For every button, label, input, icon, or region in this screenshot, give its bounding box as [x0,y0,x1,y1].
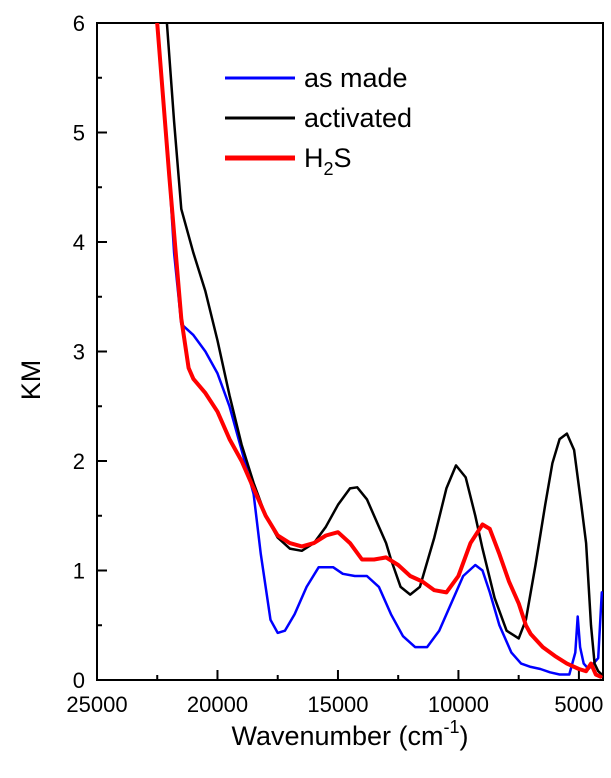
x-tick-label: 25000 [66,692,127,717]
y-tick-label: 4 [73,230,85,255]
x-tick-label: 5000 [554,692,603,717]
legend-label-activated: activated [304,103,412,133]
y-tick-label: 0 [73,668,85,693]
x-tick-label: 10000 [428,692,489,717]
y-tick-label: 3 [73,340,85,365]
y-axis-title: KM [16,360,46,401]
x-axis-title-main: Wavenumber (cm [231,721,443,751]
y-tick-label: 5 [73,121,85,146]
legend-label-h2s-subscript: 2 [324,159,334,179]
legend-label-h2s-tail: S [334,143,352,173]
x-axis-title: Wavenumber (cm-1) [231,717,468,751]
series-line-activated [165,23,603,676]
axis-tick-labels: 0 1 2 3 4 5 6 25000 20000 15000 10000 5000 [66,11,603,717]
x-tick-label: 20000 [187,692,248,717]
series-line-as-made [155,23,603,676]
y-tick-label: 1 [73,559,85,584]
y-tick-label: 2 [73,449,85,474]
legend-label-h2s-main: H [304,143,324,173]
axis-ticks [96,22,580,681]
x-axis-title-superscript: -1 [444,717,460,737]
y-tick-label: 6 [73,11,85,36]
legend-label-h2s: H2S [304,143,352,179]
series-layer [155,23,603,679]
x-tick-label: 15000 [307,692,368,717]
x-axis-title-suffix: ) [460,721,469,751]
legend: as made activated H2S [225,63,412,179]
series-line-h2s [155,23,603,679]
legend-label-as-made: as made [304,63,408,93]
